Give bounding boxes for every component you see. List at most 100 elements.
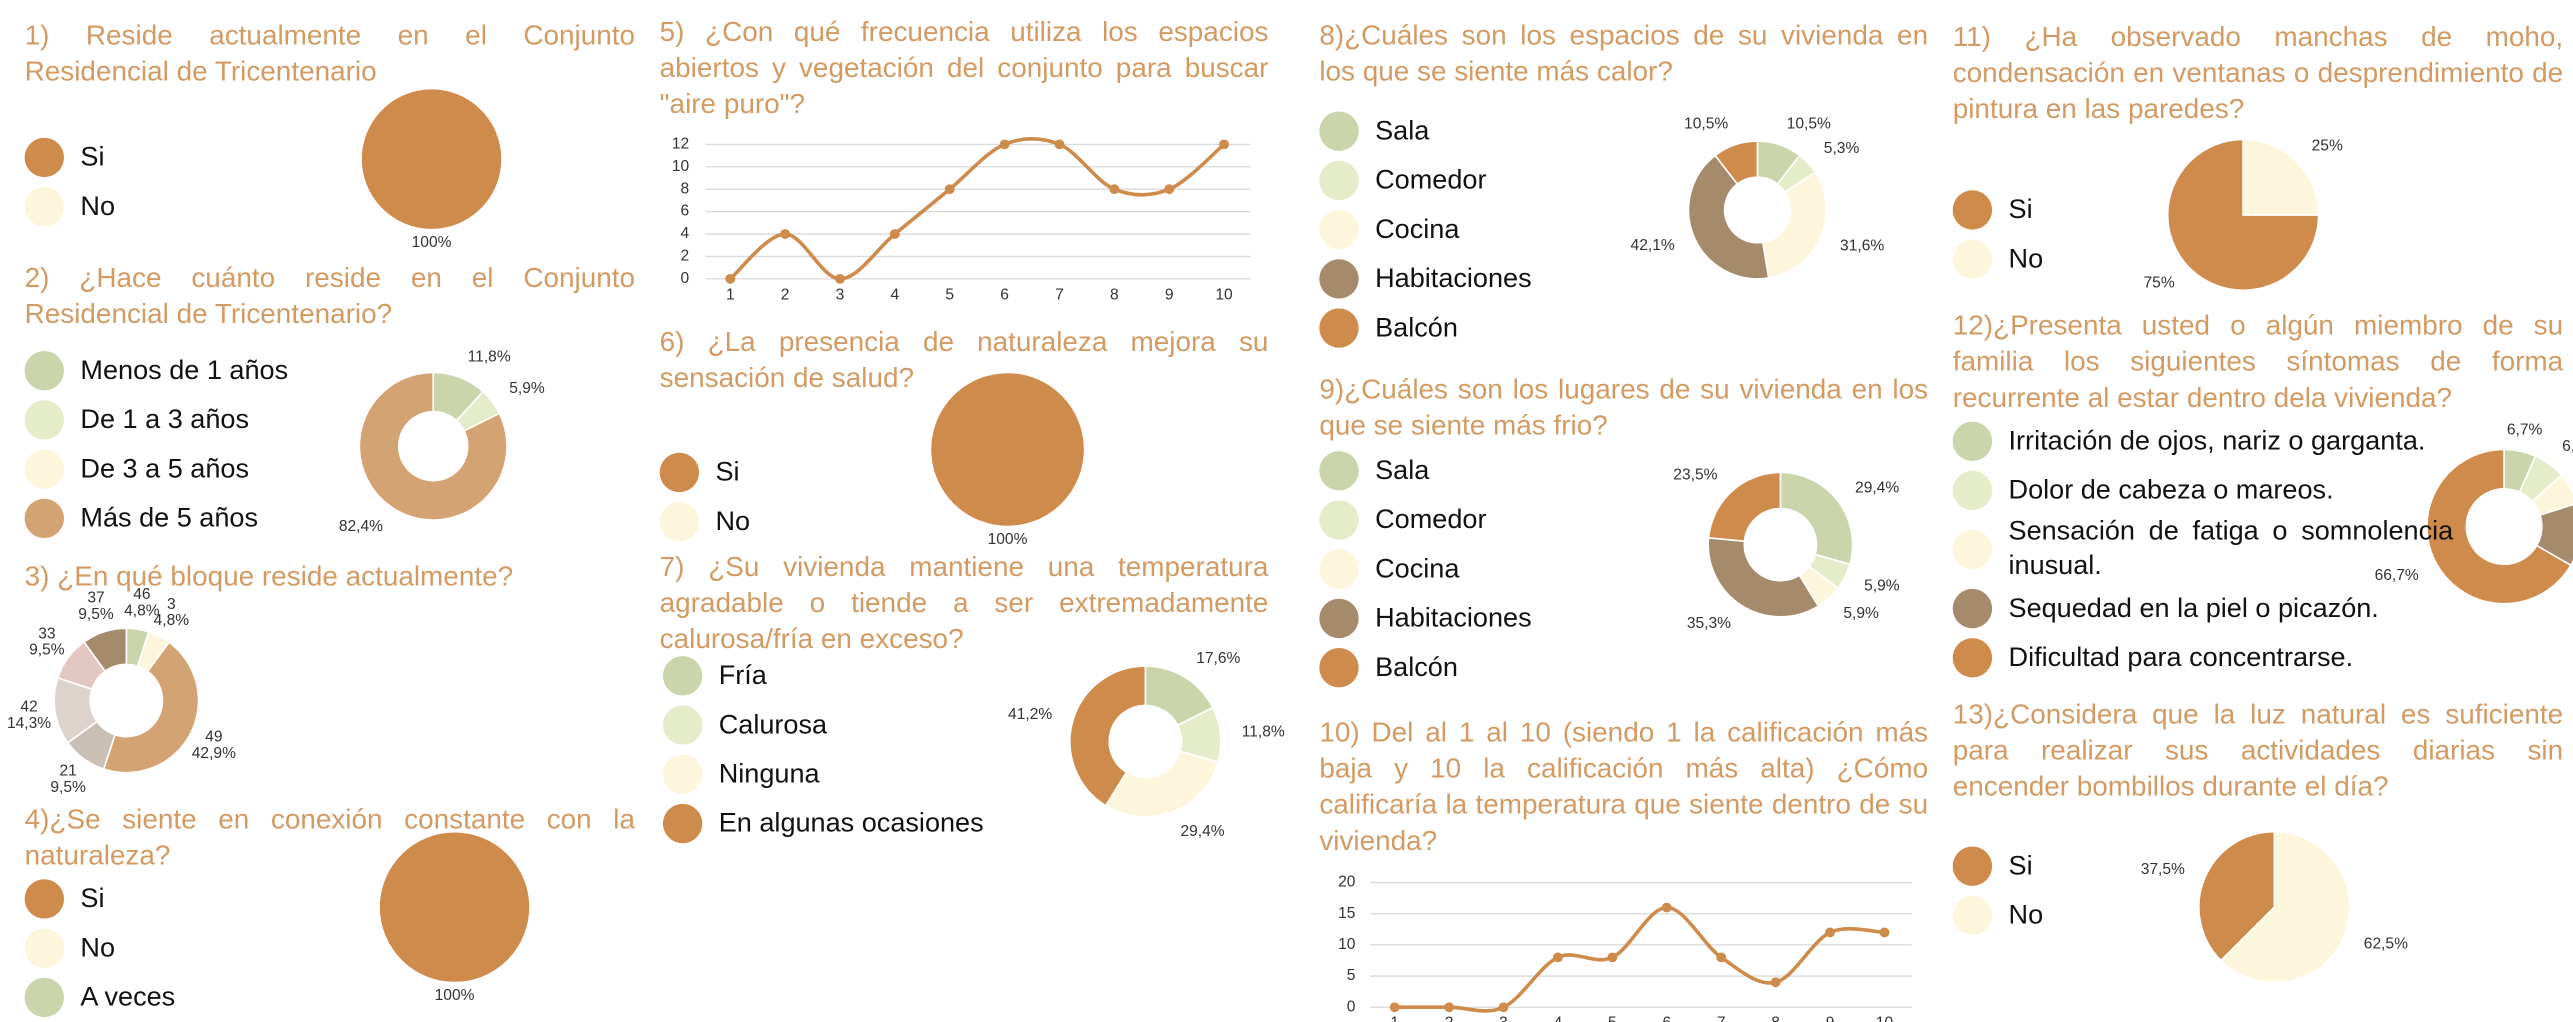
legend-swatch xyxy=(1319,500,1358,539)
legend-item: Cocina xyxy=(1319,205,1647,254)
point xyxy=(945,184,955,194)
legend-swatch xyxy=(25,187,64,226)
legend-swatch xyxy=(663,755,702,794)
legend-swatch xyxy=(1319,161,1358,200)
y-tick-label: 8 xyxy=(681,180,690,197)
legend-item: Menos de 1 años xyxy=(25,346,517,395)
legend: SalaComedorCocinaHabitacionesBalcón xyxy=(1319,107,1647,353)
legend-swatch xyxy=(25,400,64,439)
y-tick-label: 12 xyxy=(672,135,689,152)
x-tick-label: 4 xyxy=(891,286,900,303)
legend-label: Fría xyxy=(719,659,767,693)
legend-item: Sequedad en la piel o picazón. xyxy=(1953,584,2453,633)
legend-label: De 3 a 5 años xyxy=(80,452,249,486)
legend-label: Comedor xyxy=(1375,163,1486,197)
chart-title: 9)¿Cuáles son los lugares de su vivienda… xyxy=(1319,372,1928,444)
legend-item: De 1 a 3 años xyxy=(25,395,517,444)
legend-item: Comedor xyxy=(1319,156,1647,205)
slice-label: 100% xyxy=(412,234,452,251)
slice-label: 5,3% xyxy=(1824,140,1860,157)
slice-label: 9,5% xyxy=(78,606,114,623)
slice xyxy=(1780,472,1852,564)
legend-label: Sequedad en la piel o picazón. xyxy=(2009,591,2379,625)
slice-category: 42 xyxy=(20,698,37,715)
legend-item: Ninguna xyxy=(663,750,1024,799)
legend-swatch xyxy=(1953,846,1992,885)
point xyxy=(1390,1002,1400,1012)
legend-swatch xyxy=(1319,259,1358,298)
chart-title: 2) ¿Hace cuánto reside en el Conjunto Re… xyxy=(25,261,635,333)
legend-label: En algunas ocasiones xyxy=(719,806,984,840)
legend-swatch xyxy=(25,449,64,488)
legend-label: Balcón xyxy=(1375,311,1458,345)
legend-label: Ninguna xyxy=(719,757,820,791)
legend-label: Dolor de cabeza o mareos. xyxy=(2009,473,2334,507)
slice-label: 35,3% xyxy=(1687,615,1731,632)
point xyxy=(1000,139,1010,149)
chart-title: 13)¿Considera que la luz natural es sufi… xyxy=(1953,697,2563,805)
chart-title: 11) ¿Ha observado manchas de moho, conde… xyxy=(1953,20,2563,128)
chart-title: 1) Reside actualmente en el Conjunto Res… xyxy=(25,18,635,90)
legend-swatch xyxy=(1953,190,1992,229)
legend-swatch xyxy=(25,138,64,177)
legend-label: Irritación de ojos, nariz o garganta. xyxy=(2009,424,2426,458)
legend-item: Habitaciones xyxy=(1319,254,1647,303)
x-tick-label: 6 xyxy=(1662,1015,1671,1022)
legend-item: Más de 5 años xyxy=(25,494,517,543)
legend-item: No xyxy=(1953,891,2150,940)
slice xyxy=(1106,751,1218,817)
legend-item: Calurosa xyxy=(663,700,1024,749)
legend-item: No xyxy=(1953,235,2150,284)
legend-swatch xyxy=(660,502,699,541)
legend-swatch xyxy=(1319,648,1358,687)
point xyxy=(1164,184,1174,194)
legend-swatch xyxy=(1953,638,1992,677)
legend-swatch xyxy=(1319,451,1358,490)
point xyxy=(1055,139,1065,149)
legend-item: Si xyxy=(25,874,517,923)
slice-label: 10,5% xyxy=(1684,116,1728,133)
slice-label: 100% xyxy=(988,531,1028,548)
slice xyxy=(2243,139,2318,214)
legend-swatch xyxy=(1953,240,1992,279)
x-tick-label: 2 xyxy=(1445,1015,1454,1022)
legend-swatch xyxy=(660,453,699,492)
legend-swatch xyxy=(25,928,64,967)
chart-title: 12)¿Presenta usted o algún miembro de su… xyxy=(1953,308,2563,416)
legend-label: Si xyxy=(715,455,739,489)
legend: Si No xyxy=(25,133,517,231)
legend-item: Fría xyxy=(663,651,1024,700)
legend-label: Calurosa xyxy=(719,708,827,742)
slice xyxy=(1709,472,1781,541)
x-tick-label: 4 xyxy=(1554,1015,1563,1022)
legend-item: De 3 a 5 años xyxy=(25,445,517,494)
y-tick-label: 10 xyxy=(672,158,690,175)
legend-item: Irritación de ojos, nariz o garganta. xyxy=(1953,417,2453,466)
legend-item: A veces xyxy=(25,973,517,1022)
x-tick-label: 9 xyxy=(1165,286,1174,303)
slice xyxy=(1763,172,1827,278)
y-tick-label: 2 xyxy=(681,248,690,265)
legend-label: No xyxy=(80,931,115,965)
x-tick-label: 10 xyxy=(1876,1015,1894,1022)
legend-item: Balcón xyxy=(1319,643,1647,692)
legend-item: Sensación de fatiga o somnolencia inusua… xyxy=(1953,515,2453,584)
point xyxy=(1607,952,1617,962)
point xyxy=(1219,139,1229,149)
legend-item: Dificultad para concentrarse. xyxy=(1953,633,2453,682)
legend-label: Más de 5 años xyxy=(80,501,258,535)
legend-label: Si xyxy=(2009,849,2033,883)
slice-category: 49 xyxy=(205,729,222,746)
slice-label: 31,6% xyxy=(1840,237,1884,254)
legend-item: Habitaciones xyxy=(1319,594,1647,643)
legend-label: Habitaciones xyxy=(1375,601,1532,635)
slice-label: 9,5% xyxy=(50,779,86,796)
chart-title: 3) ¿En qué bloque reside actualmente? xyxy=(25,559,635,595)
x-tick-label: 1 xyxy=(1390,1015,1399,1022)
legend-item: Si xyxy=(25,133,517,182)
chart-title: 4)¿Se siente en conexión constante con l… xyxy=(25,802,635,874)
legend-label: No xyxy=(80,189,115,223)
legend-item: Comedor xyxy=(1319,495,1647,544)
legend-label: Dificultad para concentrarse. xyxy=(2009,641,2354,675)
legend-item: Si xyxy=(660,448,923,497)
